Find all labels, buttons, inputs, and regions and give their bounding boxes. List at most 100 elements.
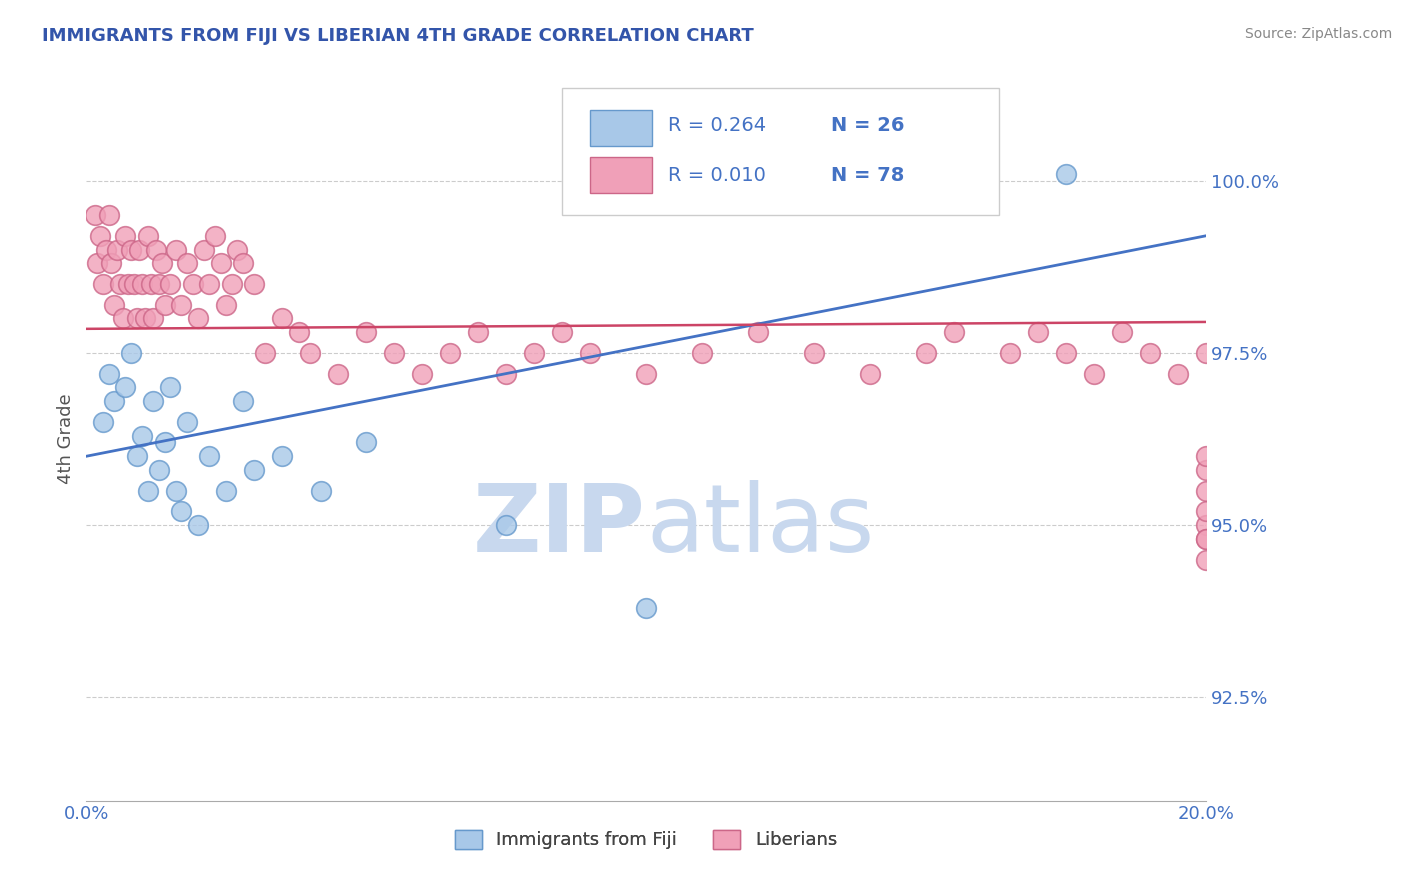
Point [1195,463,1218,477]
Point [153,435,176,450]
Point [998,346,1021,360]
Point [170,504,193,518]
Point [114,380,136,394]
Point [187,311,209,326]
Point [354,326,377,340]
Point [145,243,167,257]
Point [551,326,574,340]
Point [142,394,165,409]
Point [209,256,232,270]
Point [165,243,187,257]
FancyBboxPatch shape [591,157,651,194]
Point [859,367,882,381]
Point [411,367,433,381]
Point [495,367,517,381]
Point [523,346,546,360]
Point [243,277,266,291]
Point [94,243,117,257]
Point [111,311,134,326]
Point [1054,167,1077,181]
Point [91,415,114,429]
Point [803,346,825,360]
Point [204,228,226,243]
Point [103,298,125,312]
Point [1054,346,1077,360]
Point [198,449,221,463]
Point [150,256,173,270]
Point [271,449,294,463]
Point [288,326,311,340]
Point [1026,326,1049,340]
Text: Source: ZipAtlas.com: Source: ZipAtlas.com [1244,27,1392,41]
Point [187,518,209,533]
Point [226,243,249,257]
Point [232,394,254,409]
Point [139,277,162,291]
Text: R = 0.264: R = 0.264 [668,116,766,136]
Point [120,346,142,360]
Point [117,277,139,291]
Point [131,277,153,291]
Point [148,463,170,477]
Text: N = 78: N = 78 [831,166,904,185]
Point [254,346,277,360]
Point [165,483,187,498]
Point [136,228,159,243]
Point [134,311,156,326]
Point [136,483,159,498]
Text: IMMIGRANTS FROM FIJI VS LIBERIAN 4TH GRADE CORRELATION CHART: IMMIGRANTS FROM FIJI VS LIBERIAN 4TH GRA… [42,27,754,45]
Point [86,256,108,270]
Point [114,228,136,243]
FancyBboxPatch shape [591,110,651,146]
Point [634,367,657,381]
Text: ZIP: ZIP [472,480,645,572]
Point [159,380,181,394]
Point [1111,326,1133,340]
Point [579,346,602,360]
Point [495,518,517,533]
Point [382,346,405,360]
Text: N = 26: N = 26 [831,116,904,136]
FancyBboxPatch shape [562,88,998,215]
Point [128,243,150,257]
Point [467,326,489,340]
Point [131,428,153,442]
Point [108,277,131,291]
Point [328,367,350,381]
Point [354,435,377,450]
Point [103,394,125,409]
Point [747,326,769,340]
Point [105,243,128,257]
Text: atlas: atlas [645,480,875,572]
Point [1195,518,1218,533]
Point [1195,532,1218,546]
Point [1195,552,1218,566]
Point [91,277,114,291]
Point [1195,483,1218,498]
Point [299,346,322,360]
Point [271,311,294,326]
Point [148,277,170,291]
Point [243,463,266,477]
Point [89,228,111,243]
Point [193,243,215,257]
Point [1195,504,1218,518]
Point [1195,449,1218,463]
Point [1083,367,1105,381]
Point [176,415,198,429]
Text: R = 0.010: R = 0.010 [668,166,766,185]
Point [120,243,142,257]
Point [100,256,122,270]
Point [97,367,120,381]
Point [221,277,243,291]
Point [690,346,713,360]
Point [198,277,221,291]
Point [215,483,238,498]
Point [1195,346,1218,360]
Point [170,298,193,312]
Legend: Immigrants from Fiji, Liberians: Immigrants from Fiji, Liberians [447,823,845,856]
Point [1195,532,1218,546]
Point [232,256,254,270]
Point [1167,367,1189,381]
Point [122,277,145,291]
